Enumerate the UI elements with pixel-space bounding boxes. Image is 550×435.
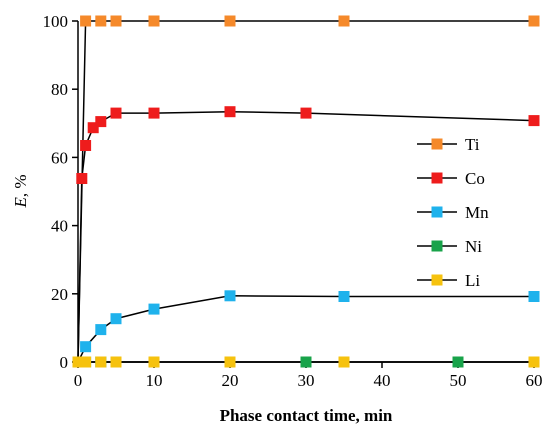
data-point-co — [87, 122, 99, 134]
data-point-co — [80, 140, 92, 151]
series-points — [72, 15, 540, 368]
y-tick-label: 60 — [51, 148, 68, 167]
x-axis-title: Phase contact time, min — [220, 406, 393, 425]
data-point-li — [224, 356, 236, 368]
series-line-co — [77, 110, 535, 363]
data-point-co — [528, 115, 540, 127]
data-point-ti — [338, 15, 350, 27]
data-point-li — [148, 356, 160, 368]
data-point-mn — [80, 341, 92, 353]
data-point-li — [80, 356, 92, 368]
x-tick-label: 30 — [298, 371, 315, 390]
data-point-mn — [528, 291, 540, 302]
x-tick-label: 60 — [526, 371, 543, 390]
data-point-co — [110, 107, 122, 119]
data-point-co — [300, 107, 312, 119]
y-axis-title-unit: , % — [11, 174, 30, 197]
data-point-ti — [95, 15, 107, 27]
legend-label-mn: Mn — [465, 203, 489, 222]
data-point-ti — [528, 15, 540, 27]
data-point-co — [224, 106, 236, 118]
y-tick-label: 100 — [43, 12, 69, 31]
data-point-li — [110, 356, 122, 368]
data-point-ti — [80, 15, 92, 27]
data-point-li — [338, 356, 350, 368]
x-tick-label: 50 — [450, 371, 467, 390]
legend-marker-ni — [431, 240, 443, 252]
y-axis-title-italic: E — [11, 197, 30, 209]
data-point-ti — [224, 15, 236, 27]
data-point-co — [148, 107, 160, 119]
legend-label-li: Li — [465, 271, 480, 290]
legend-marker-co — [431, 172, 443, 184]
x-tick-label: 0 — [74, 371, 83, 390]
y-tick-label: 80 — [51, 80, 68, 99]
x-tick-label: 40 — [374, 371, 391, 390]
legend-marker-ti — [431, 138, 443, 150]
legend-label-ni: Ni — [465, 237, 482, 256]
y-tick-label: 20 — [51, 285, 68, 304]
data-point-mn — [110, 313, 122, 325]
ticks: 0 10 20 30 40 50 60 0 20 40 60 80 100 — [43, 12, 543, 390]
data-point-mn — [95, 324, 107, 336]
data-point-li — [528, 356, 540, 368]
data-point-mn — [338, 291, 350, 302]
legend-label-ti: Ti — [465, 135, 480, 154]
data-point-co — [76, 173, 88, 184]
y-tick-label: 0 — [60, 353, 69, 372]
legend-label-co: Co — [465, 169, 485, 188]
data-point-ni — [300, 356, 312, 368]
data-point-ni — [452, 356, 464, 368]
legend-marker-li — [431, 274, 443, 286]
series-line-mn — [77, 295, 534, 363]
legend-marker-mn — [431, 206, 443, 218]
data-point-co — [95, 116, 107, 128]
y-axis-title: E, % — [11, 174, 30, 208]
data-point-li — [72, 356, 84, 368]
series-lines — [77, 20, 535, 363]
data-point-ti — [148, 15, 160, 27]
data-point-mn — [224, 290, 236, 302]
data-point-li — [95, 356, 107, 368]
data-point-ti — [110, 15, 122, 27]
data-point-mn — [148, 303, 160, 315]
legend: Ti Co Mn Ni Li — [417, 135, 489, 290]
y-tick-label: 40 — [51, 217, 68, 236]
x-tick-label: 20 — [222, 371, 239, 390]
x-tick-label: 10 — [146, 371, 163, 390]
